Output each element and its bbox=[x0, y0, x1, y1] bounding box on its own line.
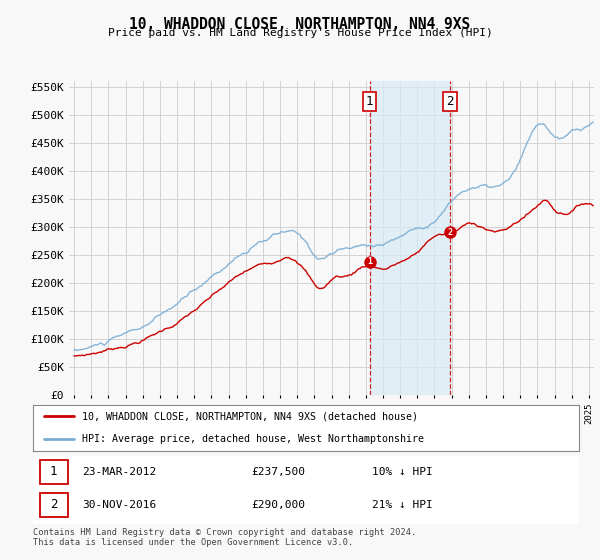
Text: 1: 1 bbox=[50, 465, 58, 478]
Text: 1: 1 bbox=[366, 95, 373, 108]
Text: Contains HM Land Registry data © Crown copyright and database right 2024.
This d: Contains HM Land Registry data © Crown c… bbox=[33, 528, 416, 548]
FancyBboxPatch shape bbox=[40, 493, 68, 517]
Text: 30-NOV-2016: 30-NOV-2016 bbox=[82, 500, 157, 510]
Text: 2: 2 bbox=[50, 498, 58, 511]
Text: Price paid vs. HM Land Registry's House Price Index (HPI): Price paid vs. HM Land Registry's House … bbox=[107, 28, 493, 38]
Text: 10% ↓ HPI: 10% ↓ HPI bbox=[371, 467, 432, 477]
Text: £290,000: £290,000 bbox=[251, 500, 305, 510]
FancyBboxPatch shape bbox=[40, 460, 68, 484]
Text: 10, WHADDON CLOSE, NORTHAMPTON, NN4 9XS (detached house): 10, WHADDON CLOSE, NORTHAMPTON, NN4 9XS … bbox=[82, 412, 418, 421]
Text: 2: 2 bbox=[448, 228, 453, 237]
Text: HPI: Average price, detached house, West Northamptonshire: HPI: Average price, detached house, West… bbox=[82, 435, 424, 444]
Text: £237,500: £237,500 bbox=[251, 467, 305, 477]
Text: 21% ↓ HPI: 21% ↓ HPI bbox=[371, 500, 432, 510]
Text: 23-MAR-2012: 23-MAR-2012 bbox=[82, 467, 157, 477]
Text: 10, WHADDON CLOSE, NORTHAMPTON, NN4 9XS: 10, WHADDON CLOSE, NORTHAMPTON, NN4 9XS bbox=[130, 17, 470, 32]
Text: 1: 1 bbox=[367, 257, 372, 267]
Text: 2: 2 bbox=[446, 95, 454, 108]
Bar bbox=[370, 81, 450, 395]
